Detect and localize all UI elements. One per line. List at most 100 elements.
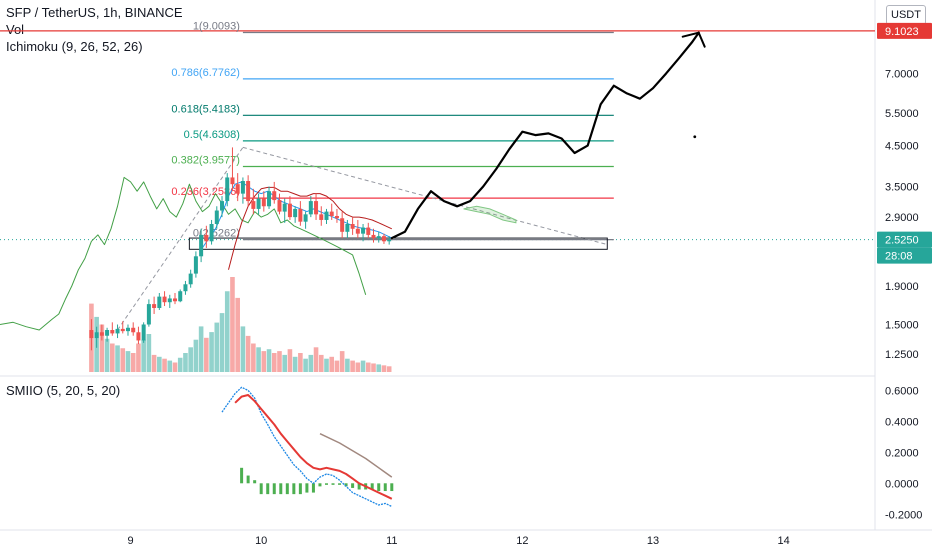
oscillator-histogram-bar bbox=[266, 483, 270, 495]
oscillator-tick-label: -0.2000 bbox=[885, 509, 922, 521]
volume-bar bbox=[318, 354, 324, 372]
candle-body bbox=[136, 332, 141, 341]
time-tick-label: 12 bbox=[516, 535, 528, 547]
price-tick-label: 1.9000 bbox=[885, 281, 919, 293]
oscillator-blue-line bbox=[221, 386, 393, 508]
oscillator-histogram-bar bbox=[344, 483, 348, 487]
volume-bar bbox=[376, 364, 382, 372]
candle-body bbox=[204, 234, 209, 242]
candle-body bbox=[110, 330, 115, 334]
ichimoku-label[interactable]: Ichimoku (9, 26, 52, 26) bbox=[6, 39, 143, 54]
price-tick-label: 7.0000 bbox=[885, 69, 919, 81]
candle-body bbox=[355, 228, 360, 234]
volume-bar bbox=[224, 291, 230, 372]
candle-body bbox=[178, 291, 183, 302]
candle-body bbox=[251, 201, 256, 209]
oscillator-histogram-bar bbox=[298, 483, 302, 495]
candle-body bbox=[152, 304, 157, 308]
volume-bar bbox=[240, 326, 246, 372]
candle-body bbox=[240, 181, 245, 194]
time-tick-label: 10 bbox=[255, 535, 267, 547]
volume-bar bbox=[345, 358, 350, 372]
volume-bar bbox=[235, 297, 240, 372]
candle-body bbox=[188, 273, 193, 285]
volume-bar bbox=[329, 356, 335, 372]
candle-body bbox=[256, 198, 261, 209]
volume-bar bbox=[141, 339, 146, 372]
candle-body bbox=[387, 239, 392, 242]
candle-body bbox=[193, 256, 198, 274]
candle-body bbox=[173, 298, 177, 302]
fib-label-1: 1(9.0093) bbox=[193, 21, 240, 33]
oscillator-tick-label: 0.0000 bbox=[885, 478, 919, 490]
currency-button[interactable]: USDT bbox=[886, 5, 926, 25]
oscillator-histogram-bar bbox=[377, 483, 381, 492]
candle-body bbox=[225, 177, 230, 202]
volume-bar bbox=[183, 353, 188, 372]
time-tick-label: 11 bbox=[386, 535, 397, 547]
candle-body bbox=[105, 330, 110, 336]
candle-body bbox=[115, 328, 120, 334]
candle-body bbox=[235, 184, 240, 194]
volume-bar bbox=[360, 360, 366, 372]
candle-body bbox=[324, 211, 329, 220]
oscillator-histogram-bar bbox=[246, 475, 250, 484]
volume-bar bbox=[99, 324, 105, 372]
countdown-badge: 28:08 bbox=[885, 251, 913, 263]
candle-body bbox=[350, 224, 355, 229]
volume-bar bbox=[365, 362, 371, 372]
volume-bar bbox=[256, 347, 261, 372]
volume-bar bbox=[277, 351, 282, 372]
volume-bar bbox=[151, 354, 157, 372]
volume-bar bbox=[271, 353, 277, 372]
price-tick-label: 2.9000 bbox=[885, 212, 919, 224]
oscillator-histogram-bar bbox=[285, 483, 289, 495]
vol-label[interactable]: Vol bbox=[6, 22, 25, 37]
last-price-badge-bg bbox=[877, 231, 932, 248]
price-tick-label: 1.5000 bbox=[885, 319, 919, 331]
volume-bar bbox=[104, 338, 110, 372]
last-price-badge: 2.5250 bbox=[885, 235, 919, 247]
candle-body bbox=[209, 224, 214, 242]
candle-body bbox=[131, 327, 136, 333]
horizontal-line-price-badge: 9.1023 bbox=[885, 26, 919, 38]
candle-body bbox=[167, 298, 172, 303]
volume-bar bbox=[313, 347, 319, 372]
candle-body bbox=[183, 284, 188, 292]
volume-bar bbox=[381, 365, 387, 372]
volume-bar bbox=[261, 351, 267, 372]
time-tick-label: 9 bbox=[128, 535, 134, 547]
volume-bar bbox=[355, 362, 361, 372]
volume-bar bbox=[282, 354, 288, 372]
oscillator-histogram-bar bbox=[305, 483, 309, 493]
time-tick-label: 13 bbox=[647, 535, 659, 547]
candle-body bbox=[220, 201, 225, 211]
ichimoku-cloud bbox=[463, 205, 517, 224]
volume-bar bbox=[339, 351, 345, 372]
candle-body bbox=[345, 224, 350, 232]
candle-body bbox=[319, 214, 324, 220]
candle-body bbox=[287, 203, 292, 218]
candle-body bbox=[94, 332, 99, 339]
chart-header: SFP / TetherUS, 1h, BINANCE Vol Ichimoku… bbox=[6, 4, 183, 55]
oscillator-red-line bbox=[234, 394, 393, 500]
projection-path bbox=[390, 31, 700, 240]
volume-bar bbox=[334, 360, 340, 372]
volume-bar bbox=[204, 337, 209, 372]
oscillator-histogram-bar bbox=[324, 483, 328, 485]
volume-bar bbox=[386, 366, 392, 372]
volume-bar bbox=[324, 358, 329, 372]
volume-bar bbox=[245, 335, 251, 372]
candle-body bbox=[199, 234, 204, 257]
candle-body bbox=[125, 327, 130, 332]
oscillator-histogram-bar bbox=[370, 483, 374, 490]
volume-bar bbox=[251, 343, 256, 372]
oscillator-tick-label: 0.4000 bbox=[885, 416, 919, 428]
candle-body bbox=[361, 227, 366, 234]
oscillator-title[interactable]: SMIIO (5, 20, 5, 20) bbox=[6, 383, 121, 398]
annotation-dot bbox=[693, 135, 697, 139]
fib-label-0.5: 0.5(4.6308) bbox=[184, 129, 240, 141]
candle-body bbox=[371, 234, 376, 239]
candle-body bbox=[334, 216, 339, 219]
